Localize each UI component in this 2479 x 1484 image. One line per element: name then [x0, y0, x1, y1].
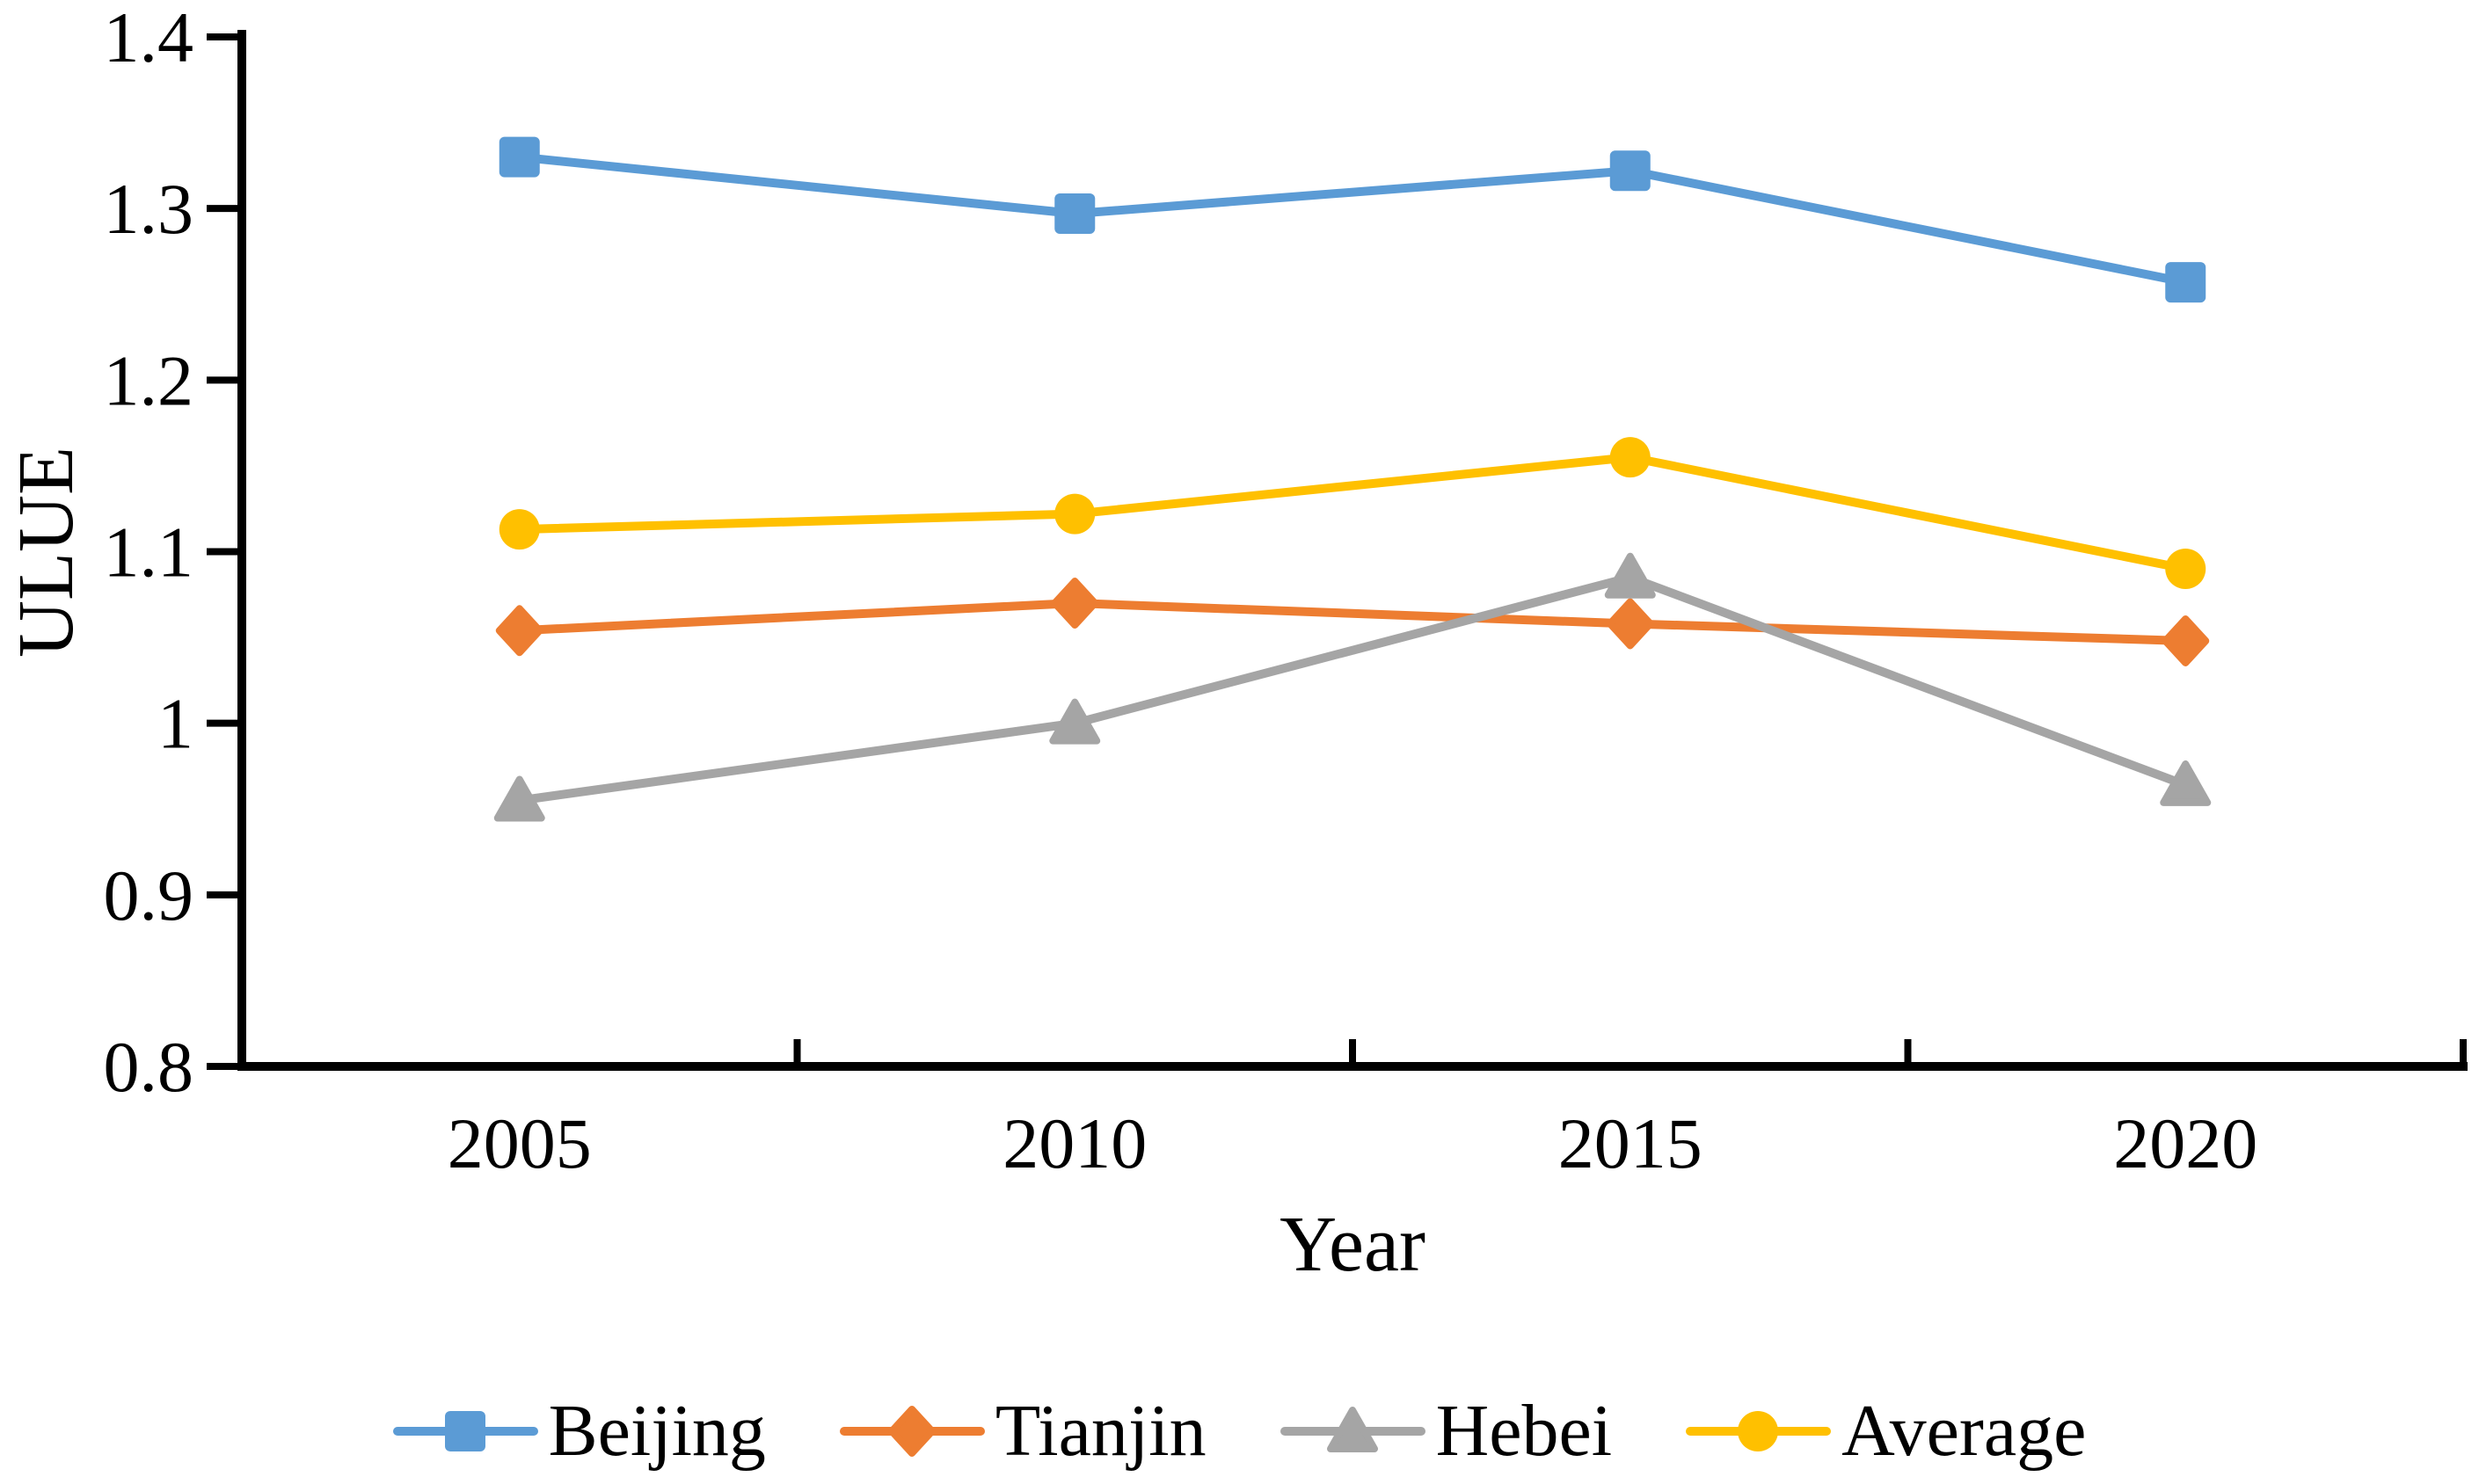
y-tick-label: 1.3 — [104, 169, 194, 249]
legend-item-average: Average — [1686, 1389, 2086, 1473]
marker-tianjin-2015 — [1606, 598, 1654, 650]
legend-marker-hebei — [1326, 1407, 1378, 1452]
marker-beijing-2005 — [499, 136, 540, 178]
legend-label: Hebei — [1435, 1390, 1613, 1472]
series-layer — [493, 136, 2212, 822]
marker-average-2005 — [499, 509, 540, 550]
y-tick-label: 1.1 — [104, 513, 194, 593]
y-tick-label: 0.8 — [104, 1027, 194, 1107]
y-tick-label: 1 — [157, 684, 193, 764]
legend-key-diamond-icon — [839, 1406, 985, 1457]
series-line-beijing — [514, 152, 2191, 287]
y-tick-label: 1.4 — [104, 0, 194, 77]
x-axis-title: Year — [1280, 1201, 1425, 1288]
x-tick-label: 2005 — [448, 1103, 592, 1183]
marker-average-2020 — [2165, 549, 2206, 590]
marker-hebei-2020 — [2160, 760, 2212, 806]
legend-marker-beijing — [444, 1411, 485, 1451]
marker-beijing-2010 — [1054, 193, 1096, 235]
marker-average-2010 — [1054, 493, 1096, 535]
x-tick-label: 2015 — [1558, 1103, 1702, 1183]
series-line-hebei — [514, 572, 2191, 805]
legend-label: Average — [1841, 1390, 2087, 1472]
legend-marker-average — [1738, 1411, 1779, 1451]
marker-hebei-2005 — [493, 775, 545, 822]
legend-key-square-icon — [392, 1411, 538, 1451]
marker-tianjin-2020 — [2162, 615, 2210, 666]
chart-legend: Beijing Tianjin Hebei Average — [0, 1387, 2479, 1475]
marker-beijing-2015 — [1609, 150, 1651, 192]
legend-marker-tianjin — [887, 1406, 936, 1457]
series-line-average — [514, 453, 2191, 574]
marker-beijing-2020 — [2165, 262, 2206, 303]
legend-item-beijing: Beijing — [392, 1389, 766, 1473]
legend-key-circle-icon — [1686, 1411, 1832, 1451]
legend-label: Tianjin — [995, 1390, 1207, 1472]
x-tick-label: 2020 — [2113, 1103, 2257, 1183]
y-tick-label: 0.9 — [104, 855, 194, 935]
x-tick-label: 2010 — [1003, 1103, 1147, 1183]
legend-item-tianjin: Tianjin — [839, 1389, 1207, 1473]
legend-key-triangle-icon — [1280, 1407, 1425, 1452]
series-line-tianjin — [514, 599, 2191, 645]
marker-tianjin-2010 — [1051, 578, 1099, 629]
legend-item-hebei: Hebei — [1280, 1389, 1613, 1473]
axes-layer: 0.8 0.9 1 1.1 1.2 1.3 1.4 2005 2010 2015 2020 — [104, 0, 2468, 1183]
marker-average-2015 — [1609, 437, 1651, 478]
legend-label: Beijing — [548, 1390, 766, 1472]
marker-tianjin-2005 — [495, 605, 543, 657]
y-tick-label: 1.2 — [104, 340, 194, 420]
marker-hebei-2010 — [1049, 698, 1101, 745]
marker-hebei-2015 — [1604, 552, 1656, 599]
y-axis-title: ULUE — [3, 447, 90, 658]
